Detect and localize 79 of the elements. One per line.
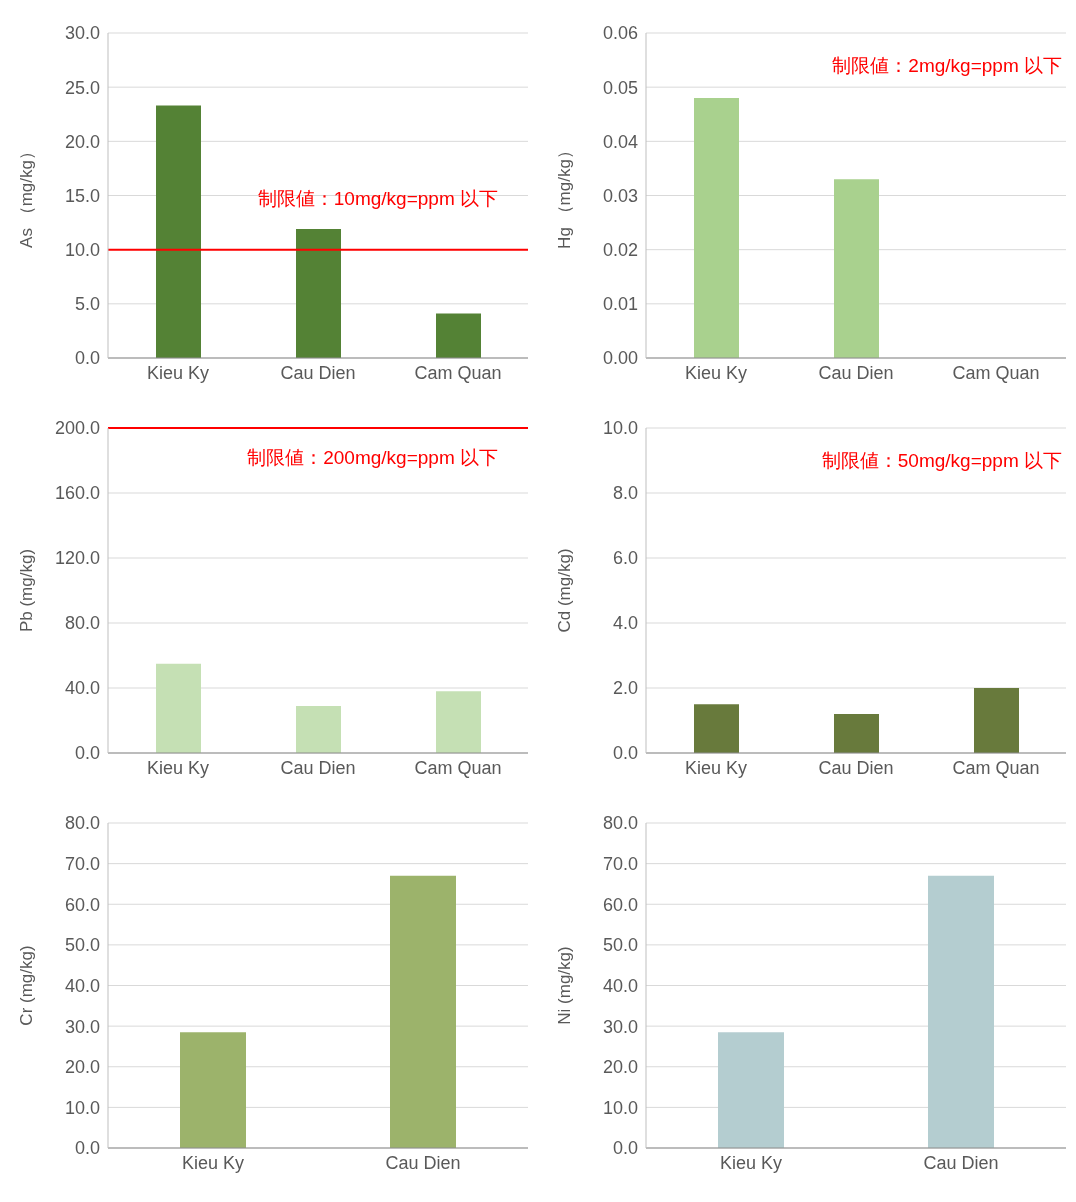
y-tick-label: 0.05 (602, 77, 638, 98)
y-tick-label: 70.0 (602, 854, 638, 875)
y-tick-label: 160.0 (54, 483, 100, 504)
bar (156, 105, 201, 358)
y-tick-label: 0.0 (612, 1138, 638, 1159)
y-tick-label: 6.0 (612, 548, 638, 569)
y-tick-label: 200.0 (54, 418, 100, 439)
bar (834, 714, 879, 753)
y-tick-label: 0.02 (602, 240, 638, 261)
y-tick-label: 40.0 (64, 678, 100, 699)
y-axis-title: Ni (mg/kg) (555, 946, 575, 1025)
y-tick-label: 10.0 (602, 418, 638, 439)
x-tick-label: Cau Dien (923, 1152, 999, 1173)
x-tick-label: Kieu Ky (684, 757, 748, 778)
x-tick-label: Cau Dien (280, 757, 356, 778)
y-tick-label: 20.0 (64, 131, 100, 152)
bar (436, 313, 481, 358)
y-axis-title: Pb (mg/kg) (17, 548, 37, 633)
y-tick-label: 0.06 (602, 23, 638, 44)
y-tick-label: 30.0 (64, 23, 100, 44)
x-tick-label: Cau Dien (280, 362, 356, 383)
y-tick-label: 80.0 (602, 813, 638, 834)
y-tick-label: 40.0 (602, 975, 638, 996)
y-tick-label: 40.0 (64, 975, 100, 996)
y-axis-title: Hg （mg/kg） (555, 142, 575, 249)
y-tick-label: 4.0 (612, 613, 638, 634)
x-tick-label: Cau Dien (818, 362, 894, 383)
x-tick-label: Kieu Ky (146, 757, 210, 778)
x-tick-label: Kieu Ky (181, 1152, 245, 1173)
annotation: 制限値：2mg/kg=ppm 以下 (832, 54, 1062, 78)
y-tick-label: 0.0 (74, 348, 100, 369)
y-tick-label: 50.0 (602, 935, 638, 956)
x-tick-label: Cau Dien (818, 757, 894, 778)
y-tick-label: 70.0 (64, 854, 100, 875)
bar (296, 705, 341, 753)
y-tick-label: 25.0 (64, 77, 100, 98)
bar (156, 663, 201, 753)
y-tick-label: 0.0 (612, 743, 638, 764)
y-axis-title: Cr (mg/kg) (17, 945, 37, 1026)
y-tick-label: 5.0 (74, 294, 100, 315)
y-axis-title: As （mg/kg） (17, 143, 37, 248)
y-tick-label: 0.01 (602, 294, 638, 315)
y-tick-label: 120.0 (54, 548, 100, 569)
x-tick-label: Kieu Ky (146, 362, 210, 383)
annotation: 制限値：50mg/kg=ppm 以下 (821, 449, 1062, 473)
bar (436, 691, 481, 753)
x-tick-label: Cam Quan (414, 757, 502, 778)
bar (974, 688, 1019, 753)
y-tick-label: 50.0 (64, 935, 100, 956)
y-tick-label: 0.00 (602, 348, 638, 369)
x-tick-label: Cam Quan (414, 362, 502, 383)
x-tick-label: Cam Quan (952, 362, 1040, 383)
bar (296, 229, 341, 358)
x-tick-label: Cau Dien (385, 1152, 461, 1173)
y-tick-label: 80.0 (64, 813, 100, 834)
y-tick-label: 10.0 (602, 1097, 638, 1118)
y-tick-label: 0.0 (74, 743, 100, 764)
y-tick-label: 10.0 (64, 240, 100, 261)
y-tick-label: 30.0 (602, 1016, 638, 1037)
ref-line-label: 制限値：10mg/kg=ppm 以下 (257, 187, 498, 209)
y-tick-label: 80.0 (64, 613, 100, 634)
y-tick-label: 2.0 (612, 678, 638, 699)
bar (694, 704, 739, 753)
y-tick-label: 0.0 (74, 1138, 100, 1159)
x-tick-label: Cam Quan (952, 757, 1040, 778)
x-tick-label: Kieu Ky (719, 1152, 783, 1173)
y-tick-label: 20.0 (602, 1057, 638, 1078)
y-tick-label: 8.0 (612, 483, 638, 504)
y-tick-label: 30.0 (64, 1016, 100, 1037)
x-tick-label: Kieu Ky (684, 362, 748, 383)
y-tick-label: 0.03 (602, 185, 638, 206)
y-tick-label: 10.0 (64, 1097, 100, 1118)
y-tick-label: 20.0 (64, 1057, 100, 1078)
y-tick-label: 60.0 (602, 894, 638, 915)
y-tick-label: 15.0 (64, 185, 100, 206)
y-tick-label: 60.0 (64, 894, 100, 915)
ref-line-label: 制限値：200mg/kg=ppm 以下 (247, 447, 498, 468)
y-axis-title: Cd (mg/kg) (555, 548, 575, 633)
y-tick-label: 0.04 (602, 131, 638, 152)
